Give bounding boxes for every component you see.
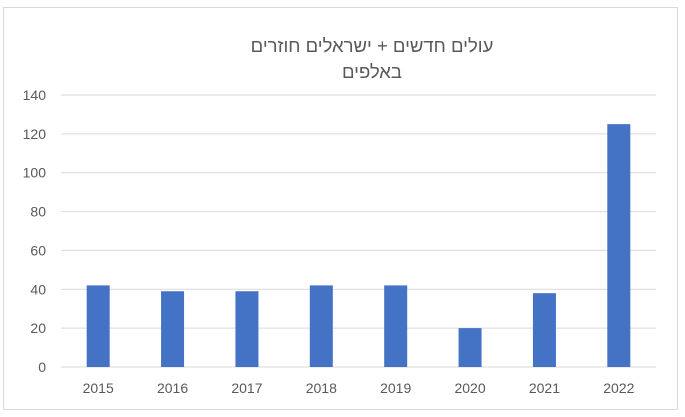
x-tick-label: 2022 <box>603 380 634 396</box>
y-tick-label: 20 <box>30 320 46 336</box>
chart-title-line-2: באלפים <box>342 61 402 82</box>
gridlines <box>61 94 656 368</box>
x-axis-ticks: 2015 2016 2017 2018 2019 2020 2021 2022 <box>83 380 635 396</box>
x-tick-label: 2015 <box>83 380 114 396</box>
y-tick-label: 100 <box>23 165 47 181</box>
y-tick-label: 60 <box>30 242 46 258</box>
x-tick-label: 2019 <box>380 380 411 396</box>
x-tick-label: 2020 <box>454 380 485 396</box>
bars <box>86 124 631 368</box>
y-axis-ticks: 0 20 40 60 80 100 120 140 <box>23 87 47 375</box>
x-tick-label: 2017 <box>231 380 262 396</box>
x-tick-label: 2018 <box>306 380 337 396</box>
bar-2019 <box>384 285 408 367</box>
bar-2018 <box>309 285 333 367</box>
y-tick-label: 80 <box>30 204 46 220</box>
bar-2017 <box>235 291 259 367</box>
y-tick-label: 0 <box>38 359 46 375</box>
chart-frame <box>3 7 678 410</box>
bar-2020 <box>458 328 482 367</box>
y-tick-label: 40 <box>30 281 46 297</box>
x-tick-label: 2021 <box>529 380 560 396</box>
y-tick-label: 140 <box>23 87 47 103</box>
bar-2016 <box>161 291 185 367</box>
y-tick-label: 120 <box>23 126 47 142</box>
bar-2021 <box>532 293 556 367</box>
bar-2022 <box>607 124 631 368</box>
x-tick-label: 2016 <box>157 380 188 396</box>
chart-title-line-1: עולים חדשים + ישראלים חוזרים <box>251 35 494 56</box>
bar-2015 <box>86 285 110 367</box>
